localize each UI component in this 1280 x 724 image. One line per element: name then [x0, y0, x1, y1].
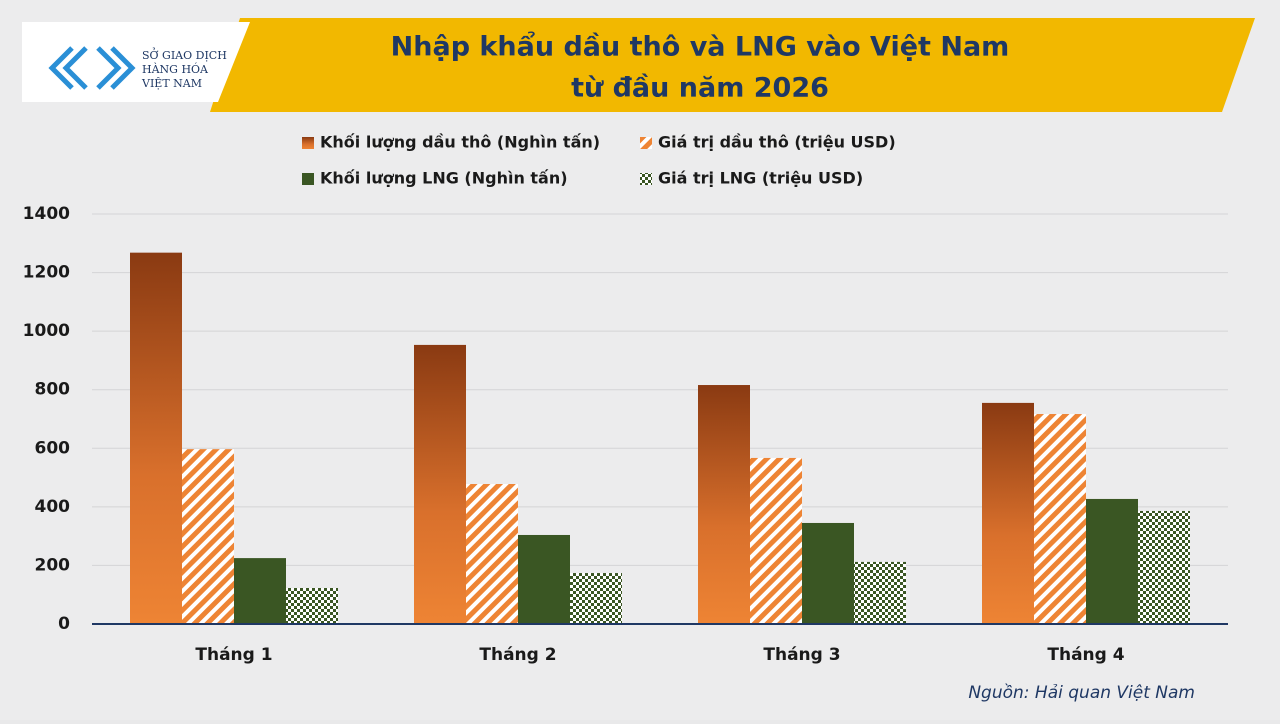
y-tick-label: 200 [35, 555, 71, 575]
logo-text: VIỆT NAM [141, 76, 202, 90]
legend-label: Khối lượng LNG (Nghìn tấn) [320, 169, 568, 188]
y-tick-label: 1400 [23, 204, 70, 224]
source-note: Nguồn: Hải quan Việt Nam [968, 682, 1195, 703]
logo-text: SỞ GIAO DỊCH [142, 47, 227, 62]
bar [570, 573, 622, 624]
legend-label: Giá trị LNG (triệu USD) [658, 169, 863, 188]
bar [750, 457, 802, 624]
bar [414, 344, 466, 624]
y-tick-label: 0 [58, 614, 70, 634]
logo-text: HÀNG HÓA [142, 62, 209, 76]
legend-label: Khối lượng dầu thô (Nghìn tấn) [320, 133, 600, 152]
bar [466, 484, 518, 624]
y-tick-label: 1000 [23, 321, 70, 341]
y-tick-label: 800 [35, 380, 71, 400]
legend-swatch [302, 173, 314, 185]
bar [182, 449, 234, 624]
x-tick-label: Tháng 4 [1047, 645, 1124, 665]
legend-swatch [640, 173, 652, 185]
bar [854, 561, 906, 624]
x-tick-label: Tháng 1 [195, 645, 272, 665]
bar [982, 402, 1034, 624]
legend-swatch [302, 137, 314, 149]
y-tick-label: 600 [35, 438, 71, 458]
bar [286, 587, 338, 624]
chart-title: Nhập khẩu dầu thô và LNG vào Việt Nam [391, 30, 1010, 63]
bar [518, 534, 570, 624]
bar [1138, 510, 1190, 624]
title-banner [210, 18, 1255, 112]
x-tick-label: Tháng 3 [763, 645, 840, 665]
legend-swatch [640, 137, 652, 149]
bar [130, 252, 182, 624]
x-tick-label: Tháng 2 [479, 645, 556, 665]
bar [234, 558, 286, 624]
bar [1086, 498, 1138, 624]
bar [1034, 414, 1086, 624]
bar [802, 522, 854, 624]
legend-label: Giá trị dầu thô (triệu USD) [658, 133, 896, 152]
logo-mark [48, 46, 136, 90]
y-tick-label: 400 [35, 497, 71, 517]
bar [698, 385, 750, 624]
y-tick-label: 1200 [23, 263, 70, 283]
chart-title: từ đầu năm 2026 [571, 73, 829, 104]
